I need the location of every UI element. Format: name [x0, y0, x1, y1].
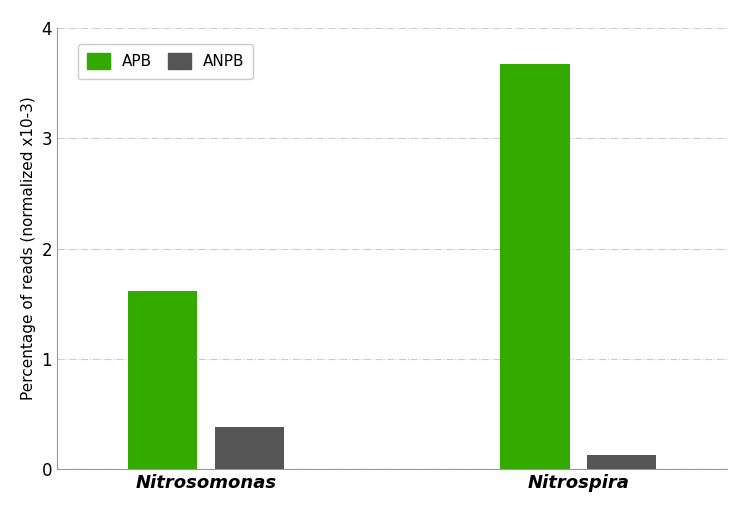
Bar — [128, 290, 197, 469]
Bar — [500, 64, 569, 469]
Bar — [587, 455, 657, 469]
Legend: APB, ANPB: APB, ANPB — [78, 44, 254, 78]
Y-axis label: Percentage of reads (normalized x10-3): Percentage of reads (normalized x10-3) — [21, 96, 36, 401]
Bar — [215, 427, 284, 469]
